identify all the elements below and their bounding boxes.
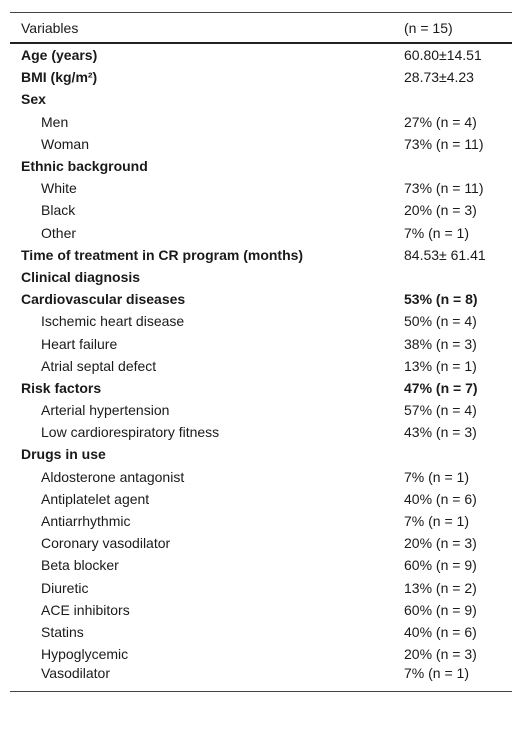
value-cell: 40% (n = 6) [404,490,477,507]
data-table: Variables (n = 15) Age (years) 60.80±14.5… [10,12,512,693]
value-cell: 20% (n = 3) [404,202,477,219]
value-cell: 20% (n = 3) [404,535,477,552]
value-cell: 7% (n = 1) [404,665,512,693]
value-cell: 60% (n = 9) [404,601,477,618]
table-row: Ischemic heart disease 50% (n = 4) [10,310,512,332]
label-cell: ACE inhibitors [41,601,130,618]
value-cell: 57% (n = 4) [404,402,477,419]
label-cell: Black [41,202,76,219]
value-cell [404,266,512,288]
label-cell: Ischemic heart disease [41,313,185,330]
table-row: Heart failure 38% (n = 3) [10,332,512,354]
label-cell: Beta blocker [41,557,119,574]
value-cell: 73% (n = 11) [404,180,484,197]
table-row: Sex [10,88,512,110]
label-cell: Antiarrhythmic [41,513,131,530]
label-cell: Coronary vasodilator [41,535,171,552]
label-cell: Vasodilator [10,665,404,693]
value-cell: 38% (n = 3) [404,335,477,352]
label-cell: Antiplatelet agent [41,490,150,507]
value-cell: 13% (n = 1) [404,357,477,374]
table-header: Variables (n = 15) [10,12,512,44]
header-cell: Variables [10,12,404,44]
table-row: Age (years) 60.80±14.51 [10,43,512,66]
table-row: Coronary vasodilator 20% (n = 3) [10,532,512,554]
table-row: Risk factors 47% (n = 7) [10,377,512,399]
label-cell: Other [41,224,77,241]
table-row: Diuretic 13% (n = 2) [10,577,512,599]
table-row: ACE inhibitors 60% (n = 9) [10,599,512,621]
value-cell: 27% (n = 4) [404,113,477,130]
label-cell: BMI (kg/m²) [21,69,98,86]
table-row: Antiplatelet agent 40% (n = 6) [10,488,512,510]
table-row: Clinical diagnosis [10,266,512,288]
label-cell: Aldosterone antagonist [41,468,185,485]
label-cell: Risk factors [21,379,102,396]
table-row: Atrial septal defect 13% (n = 1) [10,355,512,377]
label-cell: Heart failure [41,335,118,352]
value-cell: 28.73±4.23 [404,69,474,86]
table-row: BMI (kg/m²) 28.73±4.23 [10,66,512,88]
table-row: Beta blocker 60% (n = 9) [10,554,512,576]
table-row: Cardiovascular diseases 53% (n = 8) [10,288,512,310]
value-cell [404,443,512,465]
header-row: Variables (n = 15) [10,12,512,44]
table-row: Men 27% (n = 4) [10,111,512,133]
header-cell: (n = 15) [404,12,512,44]
label-cell: Low cardiorespiratory fitness [41,424,220,441]
value-cell: 84.53± 61.41 [404,246,486,263]
label-cell: Men [41,113,69,130]
label-cell: Hypoglycemic [41,646,129,663]
table-row: Aldosterone antagonist 7% (n = 1) [10,466,512,488]
label-cell: Atrial septal defect [41,357,157,374]
value-cell [404,155,512,177]
value-cell: 7% (n = 1) [404,468,469,485]
value-cell: 40% (n = 6) [404,623,477,640]
label-cell: Diuretic [41,579,89,596]
value-cell: 7% (n = 1) [404,513,469,530]
value-cell: 60% (n = 9) [404,557,477,574]
label-cell: Sex [21,91,46,108]
value-cell: 47% (n = 7) [404,379,478,396]
label-cell: Cardiovascular diseases [21,291,186,308]
table-row: Other 7% (n = 1) [10,222,512,244]
value-cell: 43% (n = 3) [404,424,477,441]
table-row: Drugs in use [10,443,512,465]
label-cell: White [41,180,77,197]
label-cell: Arterial hypertension [41,402,170,419]
label-cell: Time of treatment in CR program (months) [21,246,304,263]
label-cell: Woman [41,135,89,152]
value-cell: 73% (n = 11) [404,135,484,152]
label-cell: Drugs in use [21,446,106,463]
value-cell: 53% (n = 8) [404,291,478,308]
table-row: Antiarrhythmic 7% (n = 1) [10,510,512,532]
table-row: Arterial hypertension 57% (n = 4) [10,399,512,421]
label-cell: Ethnic background [21,158,148,175]
value-cell: 60.80±14.51 [404,47,482,64]
label-cell: Statins [41,623,84,640]
value-cell: 20% (n = 3) [404,646,477,663]
label-cell: Clinical diagnosis [21,268,141,285]
table-row: Ethnic background [10,155,512,177]
table-row: Woman 73% (n = 11) [10,133,512,155]
table-row: Vasodilator 7% (n = 1) [10,665,512,693]
table-body: Age (years) 60.80±14.51 BMI (kg/m²) 28.73±4… [10,43,512,693]
table-row: Low cardiorespiratory fitness 43% (n = 3) [10,421,512,443]
table-row: White 73% (n = 11) [10,177,512,199]
value-cell [404,88,512,110]
table-row: Hypoglycemic 20% (n = 3) [10,643,512,665]
value-cell: 13% (n = 2) [404,579,477,596]
table-row: Time of treatment in CR program (months)… [10,244,512,266]
value-cell: 7% (n = 1) [404,224,469,241]
table-row: Statins 40% (n = 6) [10,621,512,643]
table-row: Black 20% (n = 3) [10,199,512,221]
value-cell: 50% (n = 4) [404,313,477,330]
label-cell: Age (years) [21,47,98,64]
